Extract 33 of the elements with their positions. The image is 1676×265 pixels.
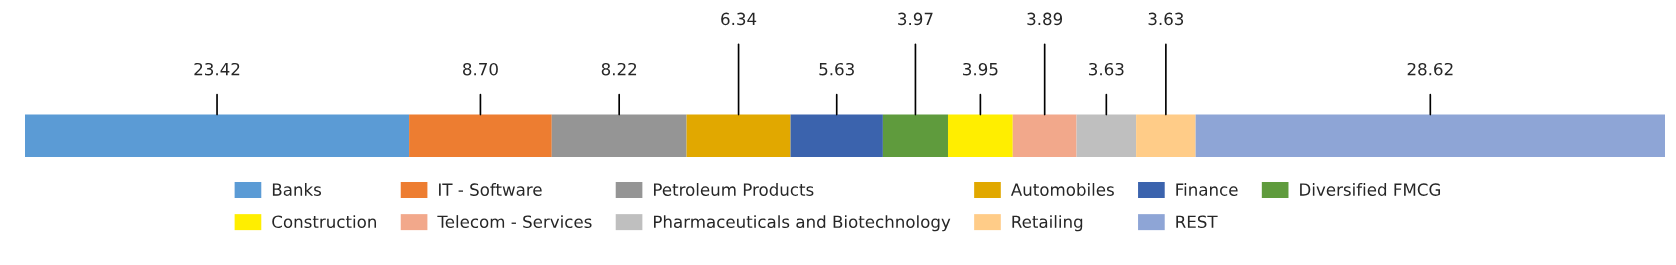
legend-label: Pharmaceuticals and Biotechnology [654, 215, 951, 232]
legend-label: REST [1176, 215, 1218, 229]
data-label: 6.34 [721, 12, 757, 26]
legend-label: Finance [1176, 183, 1238, 196]
legend-label: Telecom - Services [437, 215, 592, 229]
data-label: 5.63 [819, 62, 854, 76]
bar [1076, 114, 1137, 157]
data-label: 28.62 [1407, 62, 1453, 76]
bar [1195, 114, 1665, 157]
legend-label: IT - Software [439, 183, 542, 196]
bar [1012, 114, 1077, 157]
legend-label: Petroleum Products [654, 183, 814, 196]
bar [25, 114, 410, 157]
data-label: 8.70 [463, 62, 498, 76]
data-label: 3.63 [1148, 12, 1184, 26]
legend-label: Retailing [1012, 215, 1083, 232]
data-label: 23.42 [194, 62, 240, 76]
bar [551, 114, 687, 157]
bar [1136, 114, 1196, 157]
data-label: 3.95 [963, 62, 998, 76]
bar [790, 114, 883, 157]
bar [409, 114, 552, 157]
data-label: 8.22 [601, 62, 637, 76]
legend-label: Automobiles [1010, 183, 1114, 196]
bar [882, 114, 948, 157]
legend-label: Banks [272, 183, 322, 196]
bar [686, 114, 791, 157]
bar [947, 114, 1013, 157]
legend-label: Diversified FMCG [1300, 183, 1441, 196]
data-label: 3.89 [1027, 12, 1063, 26]
legend-label: Construction [272, 215, 376, 229]
data-label: 3.97 [898, 12, 933, 26]
data-label: 3.63 [1089, 62, 1124, 76]
